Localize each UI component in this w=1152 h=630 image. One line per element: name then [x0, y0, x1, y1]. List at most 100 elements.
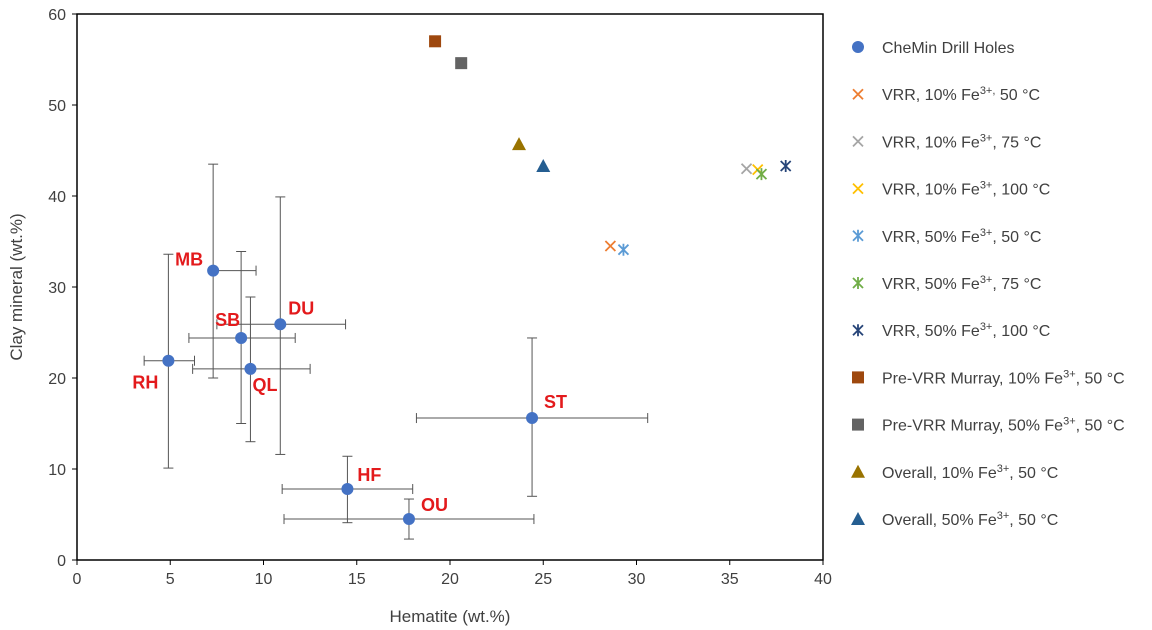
legend-label: VRR, 50% Fe3+, 50 °C	[882, 227, 1041, 246]
legend-item: VRR, 10% Fe3+, 100 °C	[852, 180, 1050, 199]
legend-item: Overall, 10% Fe3+, 50 °C	[851, 463, 1058, 482]
legend-item: Overall, 50% Fe3+, 50 °C	[851, 510, 1058, 529]
data-point	[455, 57, 468, 70]
point-label-hf: HF	[357, 465, 381, 485]
x-tick-label: 40	[814, 571, 832, 588]
marker-shape	[852, 229, 864, 242]
marker-shape	[852, 88, 864, 100]
marker-shape	[852, 135, 864, 148]
legend-label: CheMin Drill Holes	[882, 40, 1014, 57]
legend-label-base: VRR, 10% Fe	[882, 134, 980, 151]
legend-label-rest: , 100 °C	[992, 323, 1050, 340]
legend-item: VRR, 50% Fe3+, 100 °C	[852, 321, 1050, 340]
legend-label-base: Pre-VRR Murray, 10% Fe	[882, 370, 1063, 387]
point-label-sb: SB	[215, 310, 240, 330]
legend-label-superscript: 3+	[980, 180, 993, 192]
legend-label: VRR, 10% Fe3+, 50 °C	[882, 85, 1040, 104]
marker-shape	[341, 483, 354, 496]
marker-shape	[402, 513, 415, 526]
data-point	[780, 159, 792, 172]
marker-shape	[780, 159, 792, 172]
y-axis-title: Clay mineral (wt.%)	[7, 213, 26, 360]
y-tick-label: 0	[57, 553, 66, 570]
legend-label-superscript: 3+	[1063, 368, 1076, 380]
legend-label: VRR, 10% Fe3+, 75 °C	[882, 132, 1041, 151]
legend-label-rest: , 50 °C	[1009, 512, 1058, 529]
legend-marker	[852, 418, 864, 431]
legend-marker	[851, 464, 865, 478]
data-point	[207, 264, 220, 277]
marker-shape	[852, 182, 864, 195]
data-point	[755, 168, 768, 181]
legend-label-superscript: 3+	[997, 463, 1010, 475]
y-tick-label: 10	[48, 462, 66, 479]
legend-item: CheMin Drill Holes	[852, 40, 1014, 57]
point-label-ou: OU	[421, 495, 448, 515]
legend-label: VRR, 50% Fe3+, 75 °C	[882, 274, 1041, 293]
legend-label-rest: , 50 °C	[1009, 465, 1058, 482]
data-point	[429, 35, 442, 48]
legend-item: VRR, 10% Fe3+, 75 °C	[852, 132, 1041, 151]
legend-label-superscript: 3+,	[980, 85, 996, 97]
point-label-st: ST	[544, 392, 567, 412]
legend-marker	[852, 371, 864, 384]
legend-label-rest: , 75 °C	[992, 134, 1041, 151]
legend-marker	[852, 88, 864, 100]
marker-shape	[429, 35, 442, 48]
marker-shape	[455, 57, 468, 70]
legend-label-base: VRR, 10% Fe	[882, 182, 980, 199]
legend-label-base: Pre-VRR Murray, 50% Fe	[882, 418, 1063, 435]
data-point	[617, 243, 630, 256]
marker-shape	[235, 331, 248, 344]
marker-shape	[526, 412, 539, 425]
legend-item: VRR, 50% Fe3+, 50 °C	[852, 227, 1041, 246]
legend-label: Overall, 50% Fe3+, 50 °C	[882, 510, 1058, 529]
marker-shape	[207, 264, 220, 277]
data-point	[604, 240, 617, 252]
y-tick-label: 60	[48, 7, 66, 24]
legend-label: VRR, 50% Fe3+, 100 °C	[882, 321, 1050, 340]
data-point	[740, 163, 753, 175]
data-point	[235, 331, 248, 344]
x-tick-label: 5	[166, 571, 175, 588]
legend-marker	[851, 512, 865, 525]
legend-label-superscript: 3+	[1063, 416, 1076, 428]
point-label-rh: RH	[132, 373, 158, 393]
marker-shape	[852, 277, 864, 289]
data-point	[244, 362, 257, 375]
x-tick-label: 30	[628, 571, 646, 588]
y-tick-label: 30	[48, 280, 66, 297]
legend-label: Pre-VRR Murray, 50% Fe3+, 50 °C	[882, 416, 1125, 435]
marker-shape	[851, 512, 865, 525]
point-label-mb: MB	[175, 250, 203, 270]
x-tick-label: 10	[255, 571, 273, 588]
data-point	[536, 158, 551, 172]
point-label-ql: QL	[252, 375, 277, 395]
x-axis-title: Hematite (wt.%)	[390, 607, 511, 626]
marker-shape	[604, 240, 617, 252]
plot-area-frame	[76, 13, 824, 561]
marker-shape	[755, 168, 768, 181]
legend-label-rest: , 75 °C	[992, 276, 1041, 293]
x-tick-label: 20	[441, 571, 459, 588]
marker-shape	[852, 418, 864, 431]
legend-label-superscript: 3+	[980, 274, 993, 286]
legend-label-rest: , 50 °C	[992, 229, 1041, 246]
y-tick-label: 50	[48, 98, 66, 115]
legend-item: Pre-VRR Murray, 10% Fe3+, 50 °C	[852, 368, 1125, 387]
legend-label: Overall, 10% Fe3+, 50 °C	[882, 463, 1058, 482]
legend-label-superscript: 3+	[980, 321, 993, 333]
legend-label-base: Overall, 10% Fe	[882, 465, 997, 482]
legend-label-base: Overall, 50% Fe	[882, 512, 997, 529]
marker-shape	[852, 371, 864, 384]
legend-label-base: VRR, 10% Fe	[882, 87, 980, 104]
x-tick-label: 35	[721, 571, 739, 588]
legend-label-base: VRR, 50% Fe	[882, 276, 980, 293]
data-point	[274, 318, 287, 331]
legend-label-base: VRR, 50% Fe	[882, 229, 980, 246]
legend-label-superscript: 3+	[980, 227, 993, 239]
y-tick-label: 20	[48, 371, 66, 388]
legend-marker	[852, 41, 864, 53]
legend-marker	[852, 277, 864, 289]
